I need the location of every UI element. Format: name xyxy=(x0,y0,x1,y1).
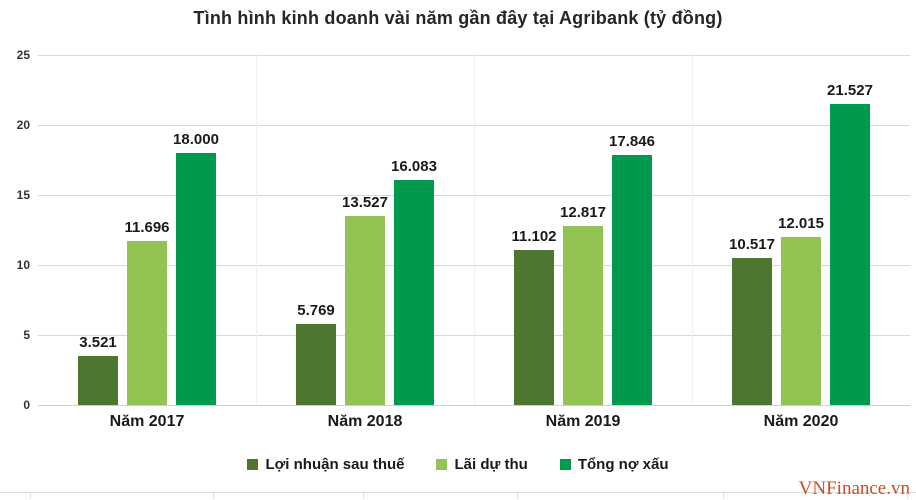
x-axis-label: Năm 2017 xyxy=(109,413,185,430)
bar-value-label: 5.769 xyxy=(297,302,335,319)
bar-value-label: 13.527 xyxy=(342,194,388,211)
bar-value-label: 12.817 xyxy=(560,204,606,221)
y-axis-tick-label: 25 xyxy=(16,48,30,62)
y-axis-tick-label: 0 xyxy=(23,398,30,412)
bar-group: 11.102 12.817 17.846 xyxy=(511,133,655,405)
bottom-divider-tick xyxy=(907,493,908,499)
x-axis-label: Năm 2019 xyxy=(545,413,621,430)
bar-value-label: 21.527 xyxy=(827,82,873,99)
category-separator-line xyxy=(692,55,693,405)
bar: 13.527 xyxy=(342,194,388,405)
bottom-divider-tick xyxy=(213,493,214,499)
x-axis-label: Năm 2018 xyxy=(327,413,403,430)
bar-value-label: 16.083 xyxy=(391,158,437,175)
bar: 12.015 xyxy=(778,215,824,405)
legend-label: Tổng nợ xấu xyxy=(577,456,669,473)
bar-value-label: 18.000 xyxy=(173,131,219,148)
bar-value-label: 11.102 xyxy=(511,228,557,245)
legend-swatch-icon xyxy=(436,459,448,470)
bottom-divider-line xyxy=(0,492,916,493)
bar-value-label: 3.521 xyxy=(79,334,117,351)
bar-group: 10.517 12.015 21.527 xyxy=(729,82,873,405)
y-axis-tick-label: 15 xyxy=(16,188,30,202)
y-axis: 0 5 10 15 20 25 xyxy=(0,48,30,412)
bottom-divider-tick xyxy=(517,493,518,499)
bar: 11.102 xyxy=(511,228,557,405)
legend: Lợi nhuận sau thuế Lãi dự thu Tổng nợ xấu xyxy=(0,456,916,473)
bar-group: 3.521 11.696 18.000 xyxy=(78,131,219,405)
bottom-divider-tick xyxy=(723,493,724,499)
bar: 21.527 xyxy=(827,82,873,405)
bar: 18.000 xyxy=(173,131,219,405)
bar: 16.083 xyxy=(391,158,437,405)
chart-title: Tình hình kinh doanh vài năm gần đây tại… xyxy=(193,8,723,28)
bar-value-label: 17.846 xyxy=(609,133,655,150)
bar: 5.769 xyxy=(296,302,336,405)
legend-item: Lãi dự thu xyxy=(436,456,528,473)
bar-value-label: 11.696 xyxy=(124,219,170,236)
x-axis: Năm 2017 Năm 2018 Năm 2019 Năm 2020 xyxy=(38,413,910,435)
y-axis-tick-label: 20 xyxy=(16,118,30,132)
category-separator-line xyxy=(256,55,257,405)
y-axis-tick-label: 5 xyxy=(23,328,30,342)
category-separator-line xyxy=(474,55,475,405)
bar: 10.517 xyxy=(729,236,775,405)
bar-value-label: 12.015 xyxy=(778,215,824,232)
x-axis-label: Năm 2020 xyxy=(763,413,839,430)
legend-swatch-icon xyxy=(559,459,571,470)
bar-group: 5.769 13.527 16.083 xyxy=(296,158,437,405)
legend-label: Lãi dự thu xyxy=(454,456,528,473)
legend-item: Lợi nhuận sau thuế xyxy=(247,456,404,473)
bar-value-label: 10.517 xyxy=(729,236,775,253)
legend-swatch-icon xyxy=(247,459,259,470)
bar: 12.817 xyxy=(560,204,606,405)
plot-area: 3.521 11.696 18.000 5.769 13.527 16.083 11.102… xyxy=(38,55,910,406)
watermark: VNFinance.vn xyxy=(798,478,910,499)
legend-item: Tổng nợ xấu xyxy=(559,456,669,473)
bar: 11.696 xyxy=(124,219,170,405)
bottom-divider-tick xyxy=(30,493,31,499)
legend-label: Lợi nhuận sau thuế xyxy=(265,456,405,473)
bar: 17.846 xyxy=(609,133,655,405)
gridline xyxy=(38,405,910,406)
bottom-divider-tick xyxy=(363,493,364,499)
bar: 3.521 xyxy=(78,334,118,405)
y-axis-tick-label: 10 xyxy=(16,258,30,272)
